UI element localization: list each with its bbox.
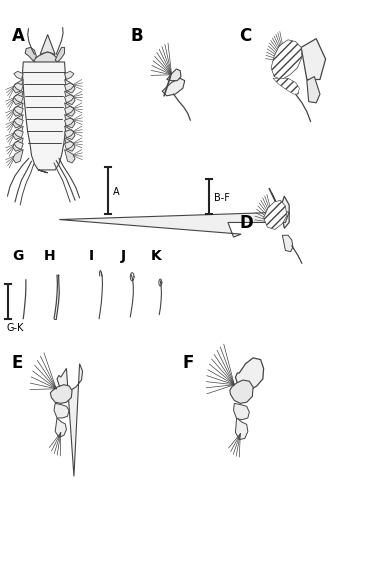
Polygon shape [64,83,74,91]
Text: A: A [12,27,25,45]
Polygon shape [13,115,23,128]
Polygon shape [14,83,23,91]
Polygon shape [13,150,23,163]
Polygon shape [50,385,72,404]
Polygon shape [13,138,23,152]
Text: F: F [183,354,194,372]
Text: K: K [151,249,162,263]
Polygon shape [64,142,74,150]
Polygon shape [14,142,23,150]
Polygon shape [64,80,75,93]
Text: H: H [44,249,55,263]
Polygon shape [14,106,23,115]
Polygon shape [55,47,64,62]
Polygon shape [307,77,320,103]
Polygon shape [14,95,23,103]
Polygon shape [64,91,75,105]
Polygon shape [64,71,74,80]
Polygon shape [64,150,75,163]
Polygon shape [64,115,75,128]
Text: G-K: G-K [6,322,24,332]
Text: D: D [239,214,253,232]
Polygon shape [25,47,36,60]
Text: C: C [239,27,251,45]
Polygon shape [280,196,289,228]
Polygon shape [273,78,299,94]
Polygon shape [13,103,23,116]
Polygon shape [264,200,287,229]
Polygon shape [14,71,23,80]
Text: B-F: B-F [214,193,230,203]
Polygon shape [64,118,74,126]
Text: E: E [12,354,23,372]
Polygon shape [236,418,248,439]
Text: B: B [130,27,143,45]
Polygon shape [271,40,302,80]
Polygon shape [64,106,74,115]
Polygon shape [57,364,83,476]
Polygon shape [14,118,23,126]
Polygon shape [236,358,264,391]
Text: A: A [113,187,119,197]
Polygon shape [55,418,66,437]
Polygon shape [13,80,23,93]
Polygon shape [64,130,74,138]
Polygon shape [64,95,74,103]
Polygon shape [13,91,23,105]
Polygon shape [282,235,293,252]
Polygon shape [230,380,253,404]
Polygon shape [64,138,75,152]
Text: G: G [12,249,23,263]
Polygon shape [301,39,326,80]
Polygon shape [64,126,75,140]
Polygon shape [33,52,59,66]
Polygon shape [64,103,75,116]
Polygon shape [40,35,55,54]
Polygon shape [162,78,185,96]
Text: J: J [121,249,126,263]
Text: I: I [89,249,94,263]
Polygon shape [59,212,289,237]
Polygon shape [23,62,66,173]
Polygon shape [167,69,181,81]
Polygon shape [13,126,23,140]
Polygon shape [234,404,249,419]
Polygon shape [54,404,69,418]
Polygon shape [14,130,23,138]
